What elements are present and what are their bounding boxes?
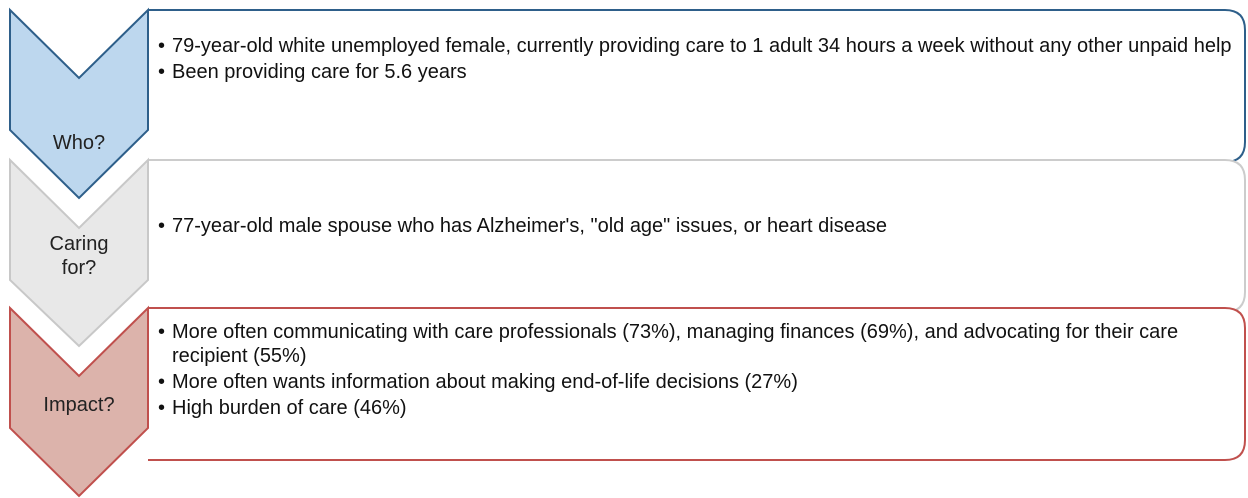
chevron (9, 157, 149, 348)
box (148, 9, 1246, 163)
bullet: 77-year-old male spouse who has Alzheime… (158, 214, 1238, 238)
bullet-list: 77-year-old male spouse who has Alzheime… (158, 214, 1238, 240)
row-label: Who? (52, 132, 106, 154)
bullet: High burden of care (46%) (158, 396, 1238, 420)
row-label: Impact? (43, 394, 115, 416)
row-label: Caring for? (49, 233, 109, 279)
bullet: More often communicating with care profe… (158, 320, 1238, 368)
bullet: More often wants information about makin… (158, 370, 1238, 394)
bullet-list: 79-year-old white unemployed female, cur… (158, 34, 1238, 86)
chevron (9, 305, 149, 498)
bullet: Been providing care for 5.6 years (158, 60, 1238, 84)
bullet: 79-year-old white unemployed female, cur… (158, 34, 1238, 58)
bullet-list: More often communicating with care profe… (158, 320, 1238, 422)
chevron (9, 7, 149, 200)
